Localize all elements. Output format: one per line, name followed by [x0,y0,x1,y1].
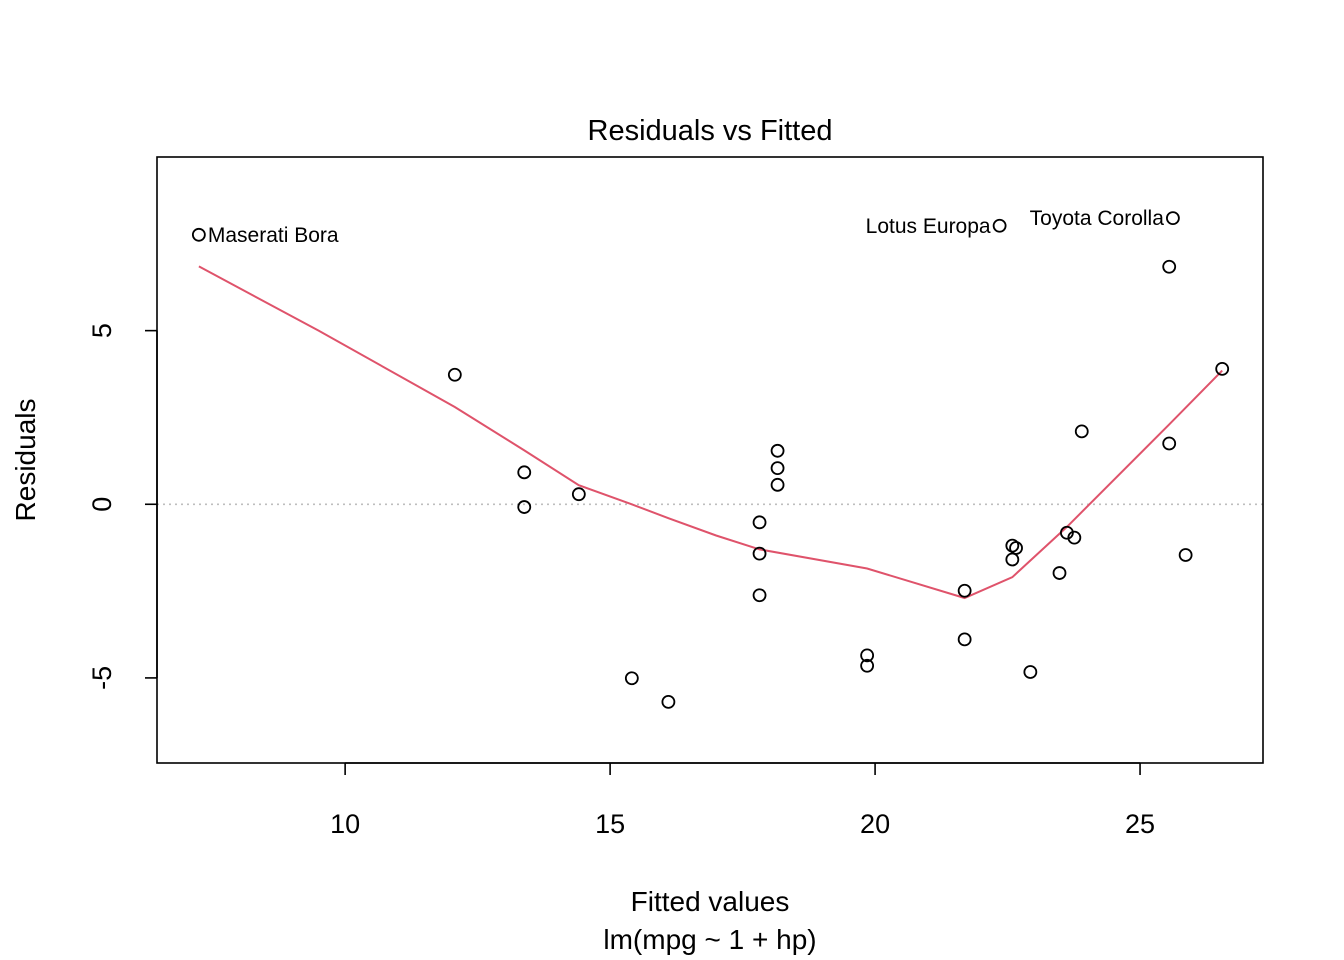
data-point-24 [1060,525,1074,540]
data-point-1 [191,227,206,242]
smooth-trend-line [198,265,1223,600]
point-labels-layer: Maserati Bora Lotus Europa Toyota Corolla [208,207,1164,247]
data-point-5 [571,487,586,502]
data-point-28 [1162,436,1177,451]
x-tick-label-25: 25 [1125,809,1155,839]
points-layer [191,211,1230,709]
plot-frame [156,156,1264,764]
data-point-22 [1023,665,1038,679]
y-tick-label--5: -5 [87,666,117,690]
data-point-29 [1166,211,1180,226]
data-point-17 [957,632,972,647]
data-point-16 [957,583,972,598]
data-point-15 [860,658,875,673]
data-point-30 [1178,548,1193,562]
data-point-25 [1067,530,1082,545]
x-tick-label-20: 20 [860,809,890,839]
x-axis-label: Fitted values [631,886,790,917]
data-point-13 [770,477,785,492]
x-tick-label-15: 15 [595,809,625,839]
y-tick-label-5: 5 [87,323,117,338]
data-point-18 [992,218,1007,233]
chart-title: Residuals vs Fitted [588,115,833,147]
data-point-9 [752,546,767,561]
data-point-14 [860,648,875,663]
y-axis: -5 0 5 [87,323,158,690]
point-label-2: Lotus Europa [866,215,991,238]
data-point-23 [1052,566,1067,580]
y-tick-label-0: 0 [87,497,117,512]
x-tick-label-10: 10 [330,809,360,839]
model-caption: lm(mpg ~ 1 + hp) [603,924,816,955]
point-label-3: Toyota Corolla [1030,207,1165,230]
data-point-21 [1009,541,1023,555]
smooth-line-layer [198,265,1223,600]
x-axis: 10 15 20 25 [330,762,1155,839]
data-point-7 [661,694,676,709]
data-point-6 [624,671,639,686]
data-point-26 [1074,424,1089,439]
data-point-3 [517,465,532,480]
y-axis-label: Residuals [10,399,41,522]
data-point-20 [1005,552,1020,567]
data-point-11 [770,443,785,458]
data-point-4 [517,500,532,514]
data-point-31 [1215,361,1230,376]
data-point-12 [770,461,785,476]
data-point-2 [447,367,462,382]
point-label-1: Maserati Bora [208,224,339,247]
data-point-10 [752,588,767,603]
data-point-8 [752,515,767,530]
data-point-27 [1162,259,1177,274]
